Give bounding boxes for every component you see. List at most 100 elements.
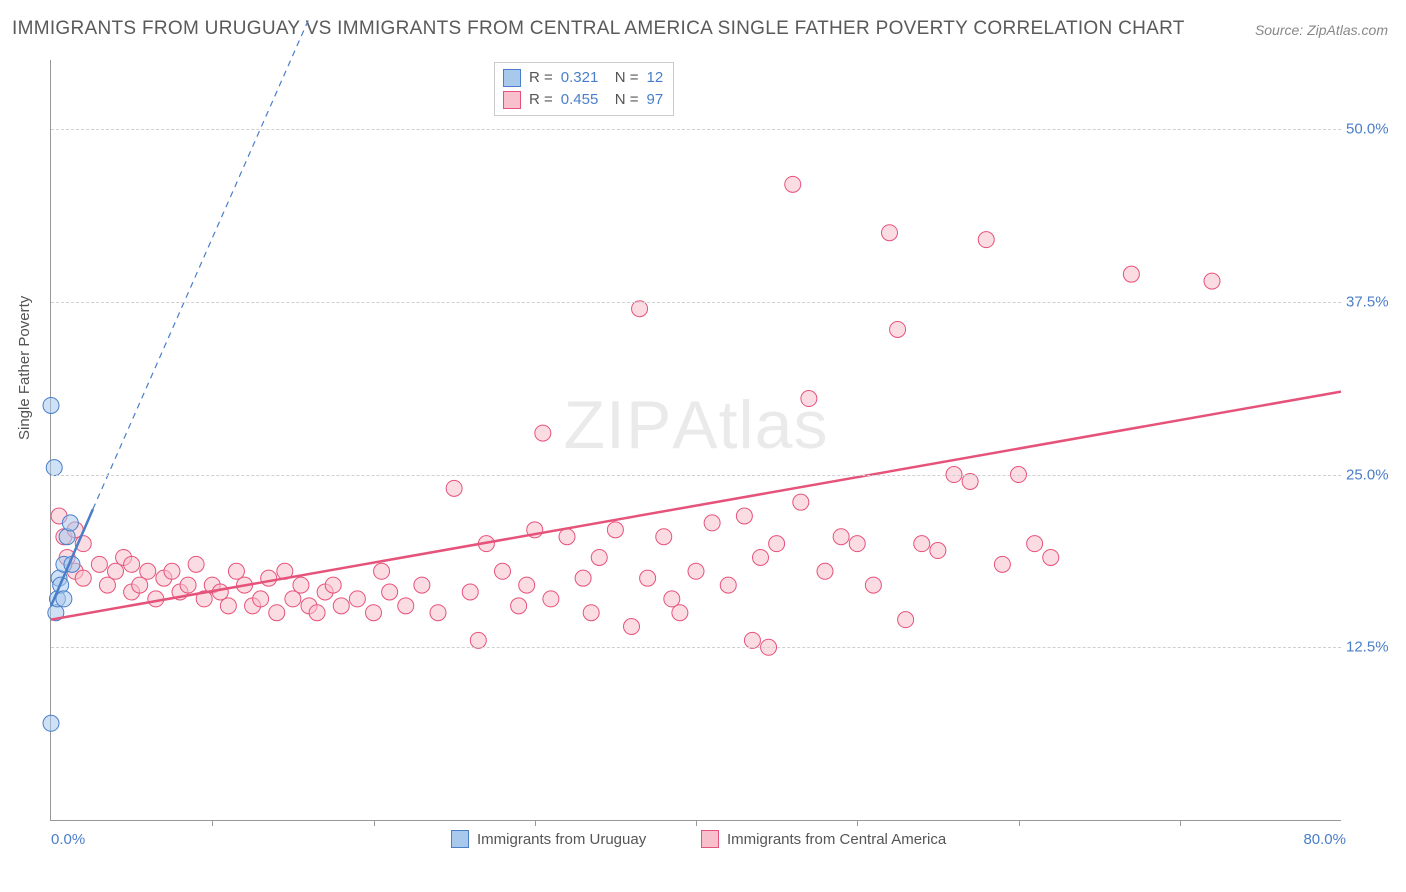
data-point: [1043, 549, 1059, 565]
data-point: [962, 473, 978, 489]
data-point: [543, 591, 559, 607]
data-point: [366, 605, 382, 621]
data-point: [374, 563, 390, 579]
data-point: [269, 605, 285, 621]
r-label: R =: [529, 67, 553, 89]
data-point: [1123, 266, 1139, 282]
chart-title: IMMIGRANTS FROM URUGUAY VS IMMIGRANTS FR…: [12, 18, 1185, 40]
n-label: N =: [615, 89, 639, 111]
r-value: 0.321: [561, 67, 607, 89]
data-point: [704, 515, 720, 531]
data-point: [56, 591, 72, 607]
data-point: [914, 536, 930, 552]
x-tick: [535, 820, 536, 826]
data-point: [124, 556, 140, 572]
data-point: [99, 577, 115, 593]
legend-label: Immigrants from Uruguay: [477, 831, 646, 848]
data-point: [309, 605, 325, 621]
data-point: [285, 591, 301, 607]
data-point: [180, 577, 196, 593]
plot-area: ZIPAtlas 0.0% 80.0% 12.5%25.0%37.5%50.0%…: [50, 60, 1341, 821]
data-point: [591, 549, 607, 565]
data-point: [382, 584, 398, 600]
r-value: 0.455: [561, 89, 607, 111]
correlation-legend-row: R =0.321N =12: [503, 67, 663, 89]
gridline: [51, 129, 1341, 130]
data-point: [519, 577, 535, 593]
data-point: [43, 397, 59, 413]
data-point: [495, 563, 511, 579]
data-point: [753, 549, 769, 565]
data-point: [132, 577, 148, 593]
correlation-legend: R =0.321N =12R =0.455N =97: [494, 62, 674, 116]
data-point: [325, 577, 341, 593]
n-label: N =: [615, 67, 639, 89]
data-point: [164, 563, 180, 579]
gridline: [51, 302, 1341, 303]
data-point: [672, 605, 688, 621]
n-value: 97: [647, 89, 664, 111]
y-axis-label: Single Father Poverty: [16, 296, 33, 440]
data-point: [46, 460, 62, 476]
data-point: [583, 605, 599, 621]
y-tick-label: 37.5%: [1346, 293, 1396, 310]
data-point: [624, 619, 640, 635]
x-axis-min-label: 0.0%: [51, 831, 85, 848]
data-point: [849, 536, 865, 552]
data-point: [446, 480, 462, 496]
legend-swatch: [701, 830, 719, 848]
data-point: [430, 605, 446, 621]
data-point: [470, 632, 486, 648]
data-point: [333, 598, 349, 614]
data-point: [801, 391, 817, 407]
data-point: [640, 570, 656, 586]
r-label: R =: [529, 89, 553, 111]
gridline: [51, 475, 1341, 476]
y-tick-label: 12.5%: [1346, 639, 1396, 656]
data-point: [632, 301, 648, 317]
data-point: [656, 529, 672, 545]
data-point: [75, 570, 91, 586]
chart-svg: [51, 60, 1341, 820]
data-point: [462, 584, 478, 600]
data-point: [994, 556, 1010, 572]
legend-label: Immigrants from Central America: [727, 831, 946, 848]
data-point: [535, 425, 551, 441]
data-point: [59, 529, 75, 545]
correlation-legend-row: R = 0.455 N = 97: [503, 89, 663, 111]
data-point: [108, 563, 124, 579]
data-point: [890, 321, 906, 337]
data-point: [140, 563, 156, 579]
data-point: [293, 577, 309, 593]
x-tick: [857, 820, 858, 826]
data-point: [688, 563, 704, 579]
data-point: [607, 522, 623, 538]
x-tick: [212, 820, 213, 826]
legend-swatch: [451, 830, 469, 848]
data-point: [865, 577, 881, 593]
legend-swatch: [503, 91, 521, 109]
x-tick: [374, 820, 375, 826]
data-point: [1027, 536, 1043, 552]
data-point: [43, 715, 59, 731]
y-tick-label: 25.0%: [1346, 466, 1396, 483]
data-point: [414, 577, 430, 593]
x-tick: [1180, 820, 1181, 826]
data-point: [559, 529, 575, 545]
data-point: [930, 543, 946, 559]
data-point: [575, 570, 591, 586]
data-point: [398, 598, 414, 614]
data-point: [898, 612, 914, 628]
source-attribution: Source: ZipAtlas.com: [1255, 22, 1388, 38]
legend-swatch: [503, 69, 521, 87]
series-legend-item: Immigrants from Central America: [701, 830, 946, 848]
data-point: [511, 598, 527, 614]
x-axis-max-label: 80.0%: [1303, 831, 1346, 848]
data-point: [212, 584, 228, 600]
data-point: [736, 508, 752, 524]
data-point: [882, 225, 898, 241]
data-point: [253, 591, 269, 607]
data-point: [720, 577, 736, 593]
data-point: [769, 536, 785, 552]
data-point: [785, 176, 801, 192]
